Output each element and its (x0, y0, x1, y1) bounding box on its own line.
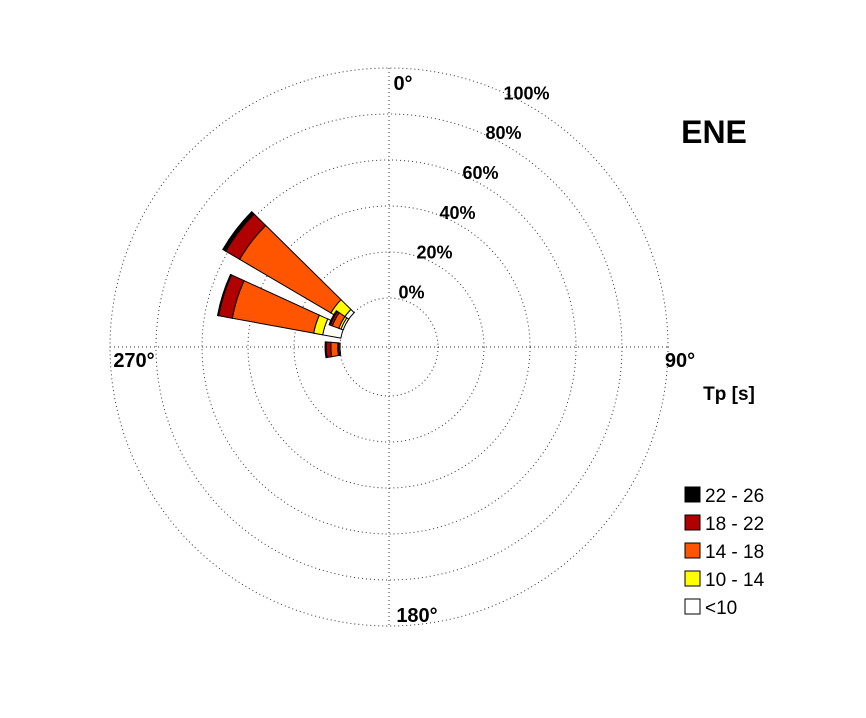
rose-sector-segment (222, 210, 255, 252)
angle-tick-label: 0° (393, 73, 412, 95)
radial-tick-label: 100% (503, 83, 549, 103)
rose-sector-segment (330, 341, 339, 358)
legend-label: 14 - 18 (705, 542, 764, 563)
polar-grid (109, 67, 669, 627)
radial-tick-labels: 0% 20% 40% 60% 80% 100% (398, 83, 549, 302)
angle-tick-label: 90° (665, 350, 695, 372)
angle-tick-labels: 0° 90° 180° 270° (113, 73, 695, 627)
legend-label: 18 - 22 (705, 514, 764, 535)
radial-tick-label: 60% (462, 163, 498, 183)
rose-sector-segment (216, 273, 233, 317)
radial-tick-label: 0% (398, 283, 424, 303)
legend-label: <10 (705, 598, 737, 619)
grid-ring (109, 67, 669, 627)
angle-tick-label: 180° (396, 605, 437, 627)
rose-sector-segment (328, 309, 339, 326)
chart-title: ENE (681, 114, 747, 150)
legend-swatch (684, 486, 701, 503)
grid-ring (293, 251, 485, 443)
legend-swatch (684, 542, 701, 559)
rose-sector-segment (324, 341, 328, 359)
legend-swatch (684, 570, 701, 587)
legend-swatch (684, 598, 701, 615)
radial-tick-label: 20% (416, 243, 452, 263)
grid-ring (155, 113, 623, 581)
legend-label: 22 - 26 (705, 486, 764, 507)
angle-tick-label: 270° (113, 350, 154, 372)
rose-sectors (216, 210, 355, 359)
legend-label: 10 - 14 (705, 570, 765, 591)
legend: 22 - 26 18 - 22 14 - 18 10 - 14 <10 (684, 486, 765, 619)
legend-swatch (684, 514, 701, 531)
radial-tick-label: 80% (485, 123, 521, 143)
legend-title: Tp [s] (703, 384, 755, 405)
radial-tick-label: 40% (439, 203, 475, 223)
